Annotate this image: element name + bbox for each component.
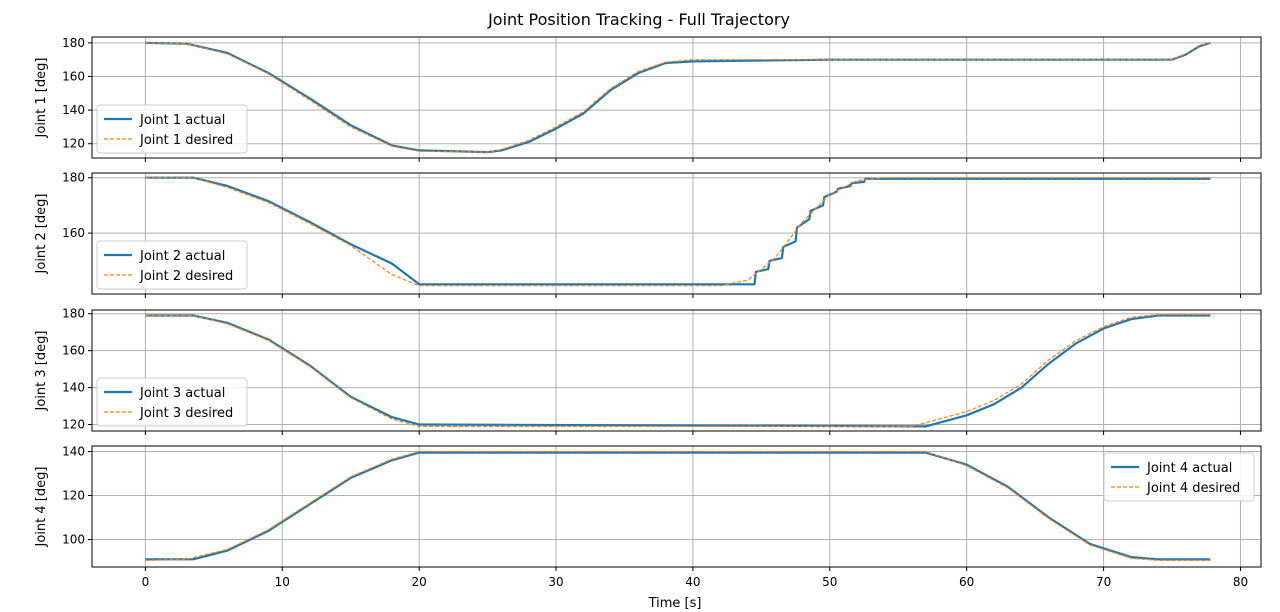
actual-line (145, 451, 1211, 561)
x-tick-label: 10 (275, 575, 290, 589)
legend-box (96, 104, 248, 154)
legend-box (96, 377, 248, 427)
y-tick-label: 180 (62, 36, 85, 50)
y-tick-label: 120 (62, 137, 85, 151)
axes-frame (91, 309, 1262, 432)
desired-line (145, 177, 1211, 287)
legend-label: Joint 4 desired (1146, 481, 1240, 496)
legend-box (1103, 452, 1255, 502)
legend-label: Joint 1 actual (139, 113, 225, 128)
desired-line (145, 450, 1211, 561)
y-tick-label: 180 (62, 307, 85, 321)
subplot-joint-4: 0 10 20 30 40 50 60 70 80 100 120 140 Joint 4 [deg] J… (34, 445, 1262, 589)
y-axis-label: Joint 1 [deg] (34, 58, 49, 139)
y-tick-label: 140 (62, 381, 85, 395)
y-tick-label: 140 (62, 103, 85, 117)
x-tick-label: 20 (412, 575, 427, 589)
x-tick-label: 40 (685, 575, 700, 589)
y-tick-label: 160 (62, 69, 85, 83)
y-tick-label: 160 (62, 226, 85, 240)
x-tick-label: 50 (822, 575, 837, 589)
y-tick-label: 100 (62, 533, 85, 547)
x-axis-label: Time [s] (648, 596, 702, 611)
legend-label: Joint 3 actual (139, 386, 225, 401)
desired-line (145, 314, 1211, 427)
y-axis-label: Joint 4 [deg] (34, 467, 49, 548)
x-tick-label: 30 (548, 575, 563, 589)
legend-label: Joint 1 desired (139, 133, 233, 148)
actual-line (145, 314, 1211, 428)
legend: Joint 4 actual Joint 4 desired (1103, 452, 1255, 502)
y-tick-label: 160 (62, 344, 85, 358)
actual-line (145, 41, 1211, 154)
legend-box (96, 240, 248, 290)
y-tick-label: 180 (62, 171, 85, 185)
x-tick-label: 80 (1233, 575, 1248, 589)
x-tick-label: 70 (1096, 575, 1111, 589)
legend: Joint 2 actual Joint 2 desired (96, 240, 248, 290)
actual-line (145, 176, 1211, 286)
x-tick-label: 60 (959, 575, 974, 589)
y-tick-label: 120 (62, 489, 85, 503)
legend: Joint 1 actual Joint 1 desired (96, 104, 248, 154)
y-axis-label: Joint 3 [deg] (34, 331, 49, 412)
chart-title: Joint Position Tracking - Full Trajector… (487, 10, 790, 29)
legend-label: Joint 4 actual (1146, 461, 1232, 476)
legend-label: Joint 2 actual (139, 249, 225, 264)
y-tick-label: 120 (62, 418, 85, 432)
axes-frame (91, 445, 1262, 568)
legend-label: Joint 2 desired (139, 269, 233, 284)
legend-label: Joint 3 desired (139, 406, 233, 421)
y-axis-label: Joint 2 [deg] (34, 194, 49, 275)
x-tick-label: 0 (142, 575, 150, 589)
y-tick-label: 140 (62, 445, 85, 459)
desired-line (145, 42, 1211, 153)
legend: Joint 3 actual Joint 3 desired (96, 377, 248, 427)
axes-frame (91, 36, 1262, 159)
